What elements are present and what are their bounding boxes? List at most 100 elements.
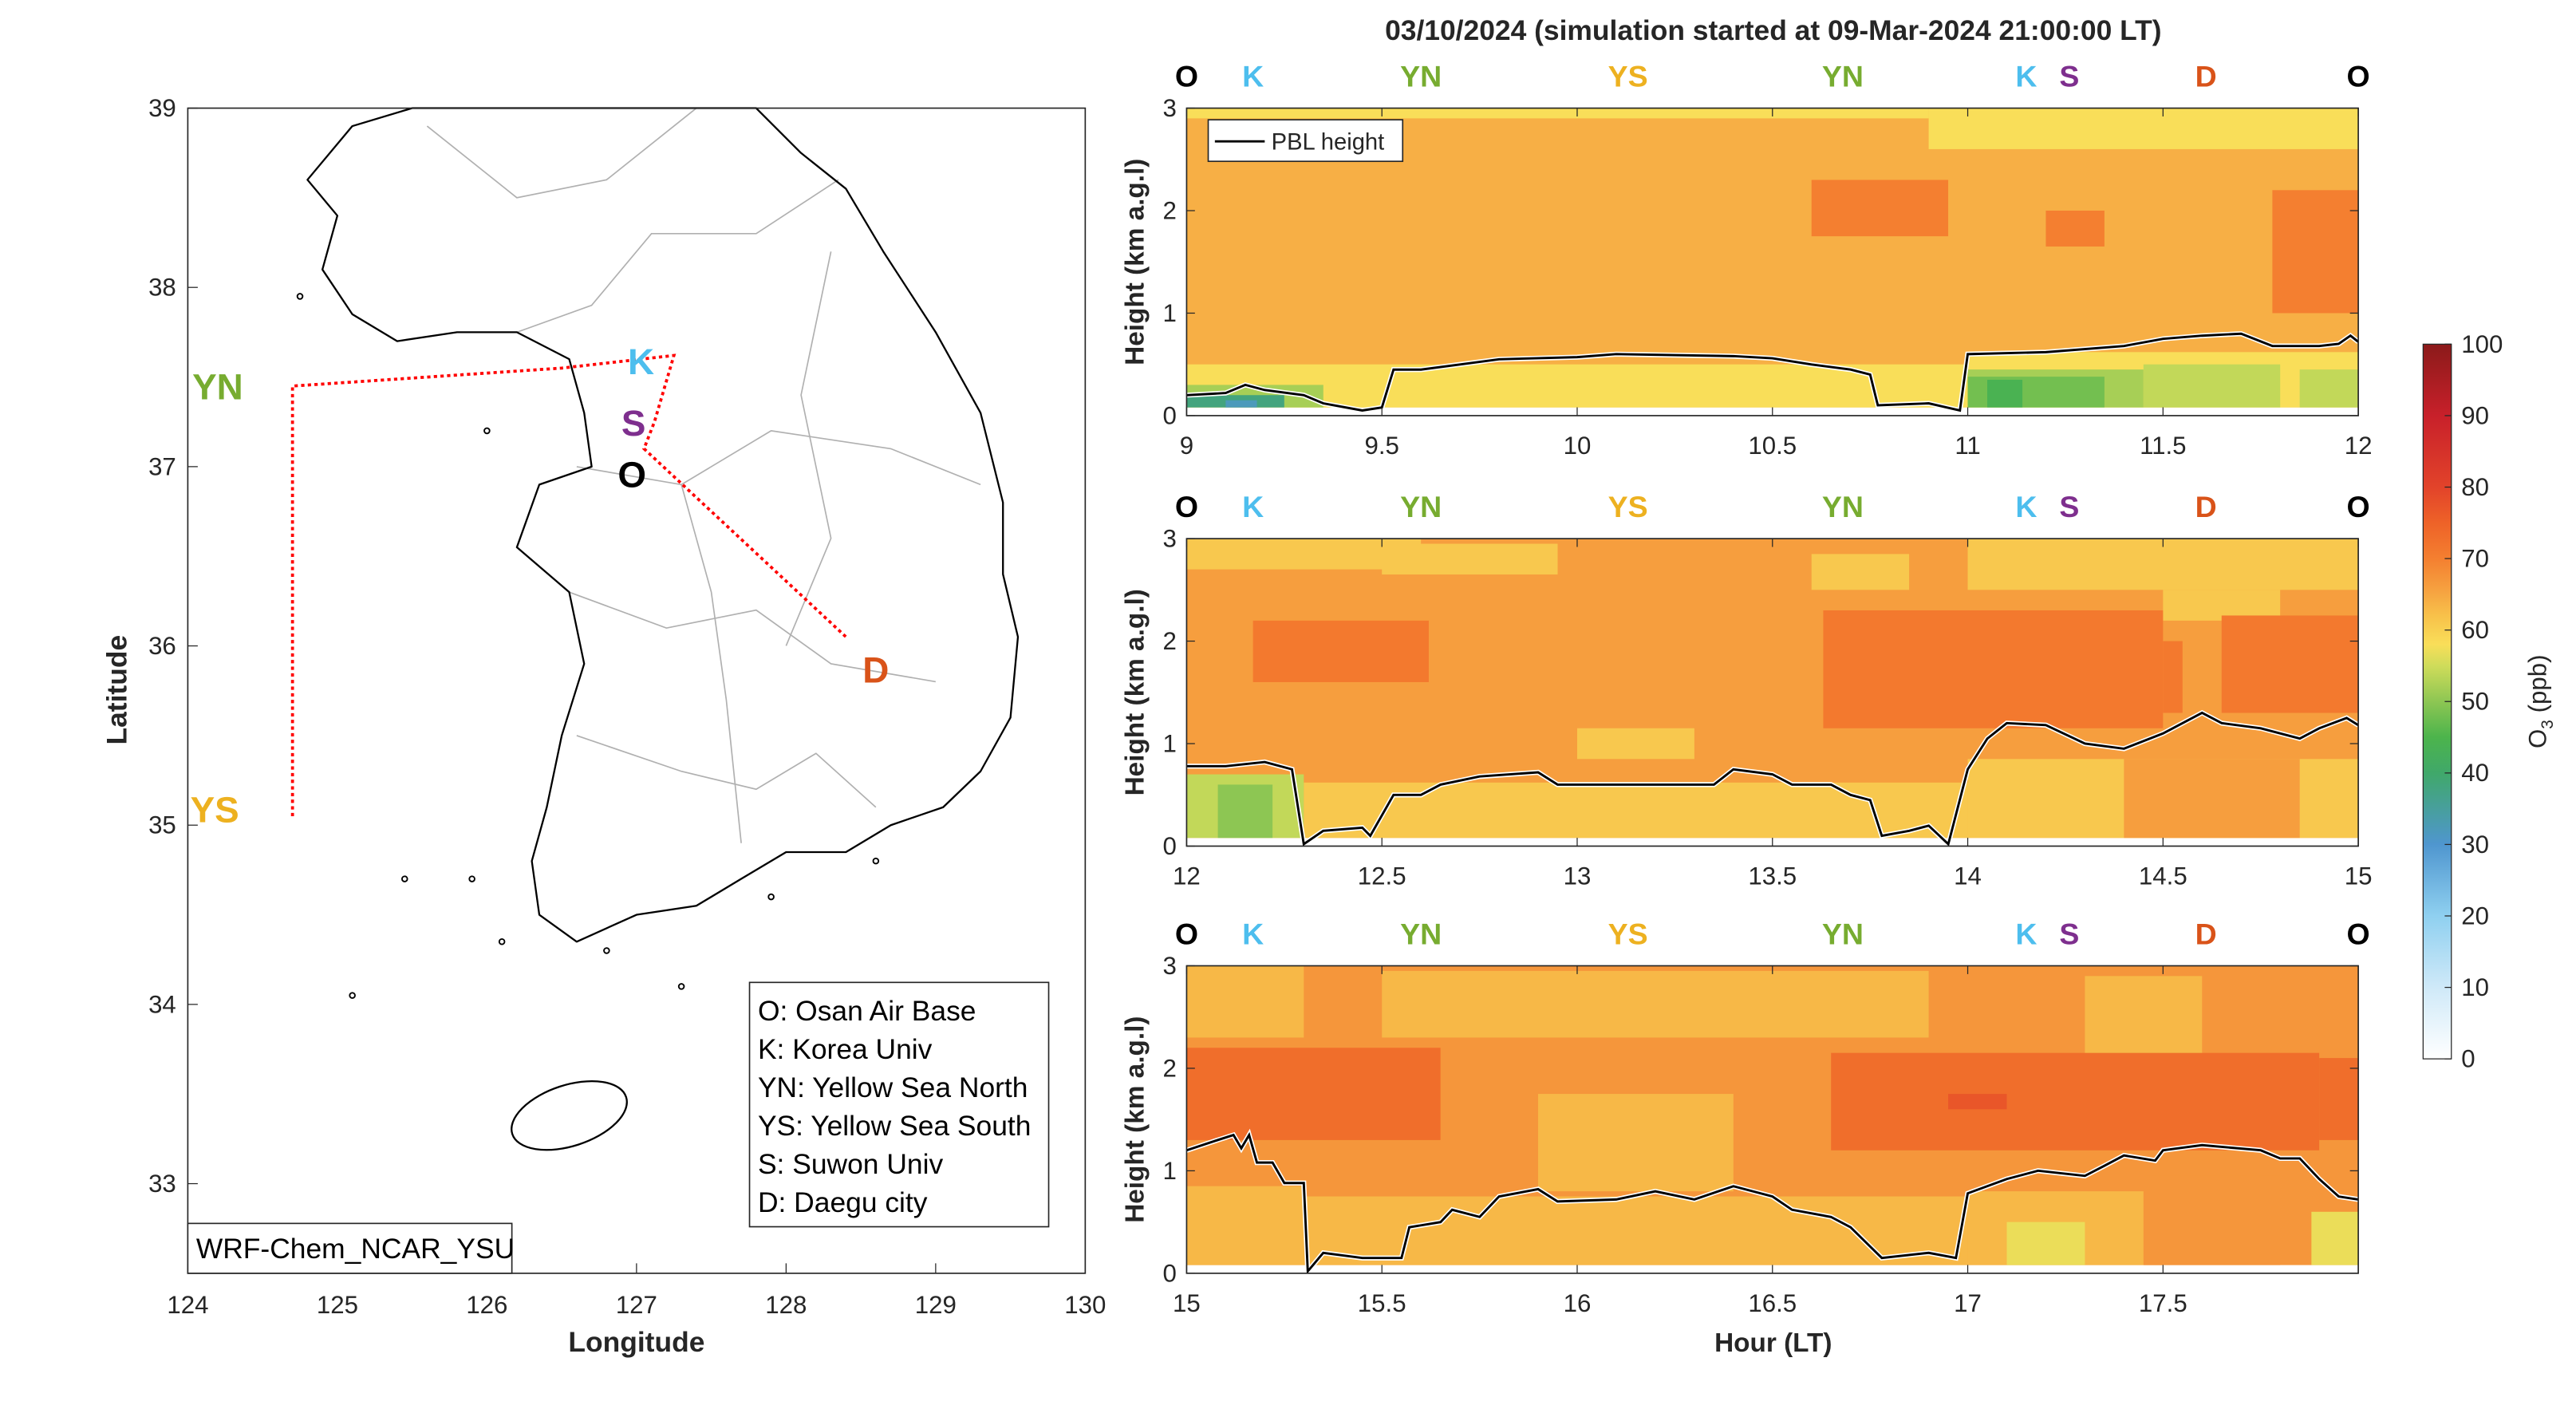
island — [296, 293, 304, 300]
map-ytick-label: 35 — [148, 811, 176, 839]
ytick-label: 0 — [1163, 1259, 1177, 1287]
legend-entry-yn: YN: Yellow Sea North — [758, 1072, 1028, 1103]
map-ylabel: Latitude — [101, 635, 132, 745]
xtick-label: 9 — [1180, 432, 1193, 460]
station-label-o: O — [1175, 917, 1198, 950]
jeju-island — [511, 1079, 628, 1151]
xtick-label: 17.5 — [2139, 1289, 2187, 1317]
ytick-label: 0 — [1163, 401, 1177, 429]
station-label-k: K — [1242, 490, 1264, 523]
xtick-label: 14 — [1954, 862, 1982, 890]
station-marker-o: O — [617, 454, 646, 495]
station-label-k: K — [2015, 490, 2037, 523]
map-xtick-label: 129 — [915, 1291, 957, 1319]
map-xtick-label: 126 — [466, 1291, 507, 1319]
colorbar-tick-label: 20 — [2461, 902, 2489, 930]
pbl-legend: PBL height — [1207, 119, 1404, 163]
ozone-region — [1811, 180, 1949, 237]
ozone-region — [1948, 1094, 2007, 1110]
station-label-yn: YN — [1400, 917, 1442, 950]
station-label-o: O — [2347, 490, 2370, 523]
station-label-o: O — [1175, 490, 1198, 523]
pbl-height-line — [1186, 711, 2359, 847]
legend-entry-daegu: D: Daegu city — [758, 1186, 928, 1218]
ozone-region — [1576, 728, 1694, 760]
figure-title: 03/10/2024 (simulation started at 09-Mar… — [1385, 14, 2161, 46]
ozone-region — [1987, 379, 2023, 408]
island — [468, 875, 475, 882]
xtick-label: 10.5 — [1748, 432, 1797, 460]
station-label-k: K — [2015, 59, 2037, 93]
panel-ylabel: Height (km a.g.l) — [1120, 1016, 1150, 1223]
ozone-region — [1186, 965, 1304, 1038]
ytick-label: 1 — [1163, 299, 1177, 327]
ozone-region — [1831, 1052, 2320, 1151]
ozone-region — [1811, 554, 1910, 590]
admin-boundary — [426, 107, 697, 199]
xtick-label: 15.5 — [1358, 1289, 1406, 1317]
xtick-label: 15 — [2345, 862, 2373, 890]
ozone-region — [2085, 976, 2203, 1064]
ytick-label: 3 — [1163, 94, 1177, 122]
model-label-box: WRF-Chem_NCAR_YSU — [187, 1222, 515, 1274]
panel-xlabel: Hour (LT) — [1714, 1328, 1832, 1358]
xtick-label: 11.5 — [2140, 432, 2186, 460]
ozone-region — [2006, 1222, 2085, 1265]
colorbar-tick-label: 40 — [2461, 759, 2489, 787]
station-label-s: S — [2059, 917, 2079, 950]
colorbar: 0 10 20 30 40 50 60 70 80 90 100 O3 (ppb) — [2422, 330, 2557, 1073]
legend-label: PBL height — [1272, 130, 1385, 156]
xtick-label: 17 — [1954, 1289, 1982, 1317]
ytick-label: 0 — [1163, 832, 1177, 860]
station-marker-s: S — [621, 403, 646, 444]
xtick-label: 9.5 — [1364, 432, 1398, 460]
ozone-region — [2124, 759, 2300, 839]
colorbar-tick-label: 30 — [2461, 831, 2489, 858]
ytick-label: 1 — [1163, 1157, 1177, 1185]
map-xlabel: Longitude — [568, 1326, 704, 1358]
ozone-region — [1538, 1094, 1734, 1192]
ozone-region — [1382, 543, 1558, 575]
panel-ylabel: Height (km a.g.l) — [1120, 589, 1150, 795]
colorbar-tick-label: 80 — [2461, 473, 2489, 501]
admin-boundary — [576, 430, 981, 486]
legend-entry-suwon: S: Suwon Univ — [758, 1148, 944, 1180]
ozone-region — [1252, 620, 1429, 682]
map-panel: KSO YN YS D 124 125 126 127 128 129 130 33 34 35 36 37… — [101, 94, 1106, 1358]
map-ytick-label: 38 — [148, 274, 176, 302]
station-label-d: D — [2195, 917, 2217, 950]
ytick-label: 3 — [1163, 525, 1177, 553]
station-label-o: O — [2347, 917, 2370, 950]
station-label-yn: YN — [1822, 917, 1864, 950]
ozone-region — [2299, 369, 2359, 408]
station-legend: O: Osan Air Base K: Korea Univ YN: Yello… — [748, 981, 1050, 1228]
station-label-ys: YS — [1608, 59, 1648, 93]
map-ytick-label: 34 — [148, 990, 176, 1018]
admin-boundary — [516, 179, 839, 334]
map-xtick-label: 124 — [167, 1291, 208, 1319]
xtick-label: 11 — [1955, 432, 1980, 460]
station-label-ys: YS — [1608, 917, 1648, 950]
colorbar-tick-label: 70 — [2461, 545, 2489, 573]
map-ytick-label: 37 — [148, 452, 176, 480]
ozone-region — [1186, 1186, 1304, 1265]
ytick-label: 3 — [1163, 952, 1177, 980]
admin-boundary — [785, 251, 832, 646]
ozone-contours — [1186, 539, 2359, 847]
time-height-panel-3: 15 15.5 16 16.5 17 17.5 0 1 2 3 Height (km a.g.l) H… — [1120, 917, 2369, 1357]
station-label-yn: YN — [1822, 59, 1864, 93]
xtick-label: 12 — [2345, 432, 2373, 460]
station-label-o: O — [1175, 59, 1198, 93]
ozone-region — [2319, 1058, 2359, 1140]
xtick-label: 12 — [1173, 862, 1201, 890]
xtick-label: 16.5 — [1748, 1289, 1797, 1317]
ytick-label: 2 — [1163, 627, 1177, 655]
legend-entry-korea: K: Korea Univ — [758, 1033, 933, 1065]
ozone-contours — [1186, 965, 2359, 1273]
island — [872, 857, 880, 865]
ozone-region — [2163, 641, 2183, 713]
ozone-region — [1186, 1048, 1441, 1140]
ozone-region — [1186, 108, 1929, 119]
